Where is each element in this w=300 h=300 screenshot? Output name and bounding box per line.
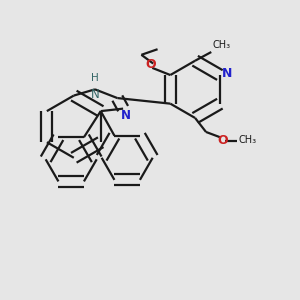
Text: H: H (91, 73, 99, 83)
Text: O: O (146, 58, 156, 70)
Text: O: O (218, 134, 228, 147)
Text: CH₃: CH₃ (212, 40, 231, 50)
Text: N: N (121, 109, 130, 122)
Text: N: N (91, 88, 99, 101)
Text: CH₃: CH₃ (239, 135, 257, 145)
Text: N: N (221, 67, 232, 80)
